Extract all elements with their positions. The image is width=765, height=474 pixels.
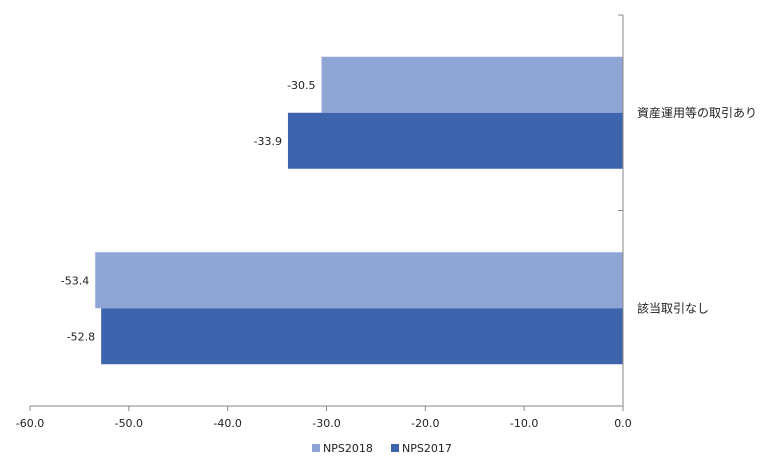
- data-label: -53.4: [61, 274, 89, 287]
- legend-label-nps2018: NPS2018: [323, 442, 373, 455]
- legend-label-nps2017: NPS2017: [402, 442, 452, 455]
- x-tick-label: -40.0: [213, 417, 241, 430]
- ticks-layer: [29, 14, 624, 411]
- bar-nps2018-0: [321, 56, 623, 113]
- x-tick-label: -20.0: [411, 417, 439, 430]
- category-label: 該当取引なし: [637, 300, 709, 315]
- bars-layer: [95, 56, 624, 365]
- x-tick-label: -30.0: [312, 417, 340, 430]
- x-tick-label: 0.0: [614, 417, 632, 430]
- legend-swatch-nps2018: [312, 444, 320, 452]
- data-label: -33.9: [253, 135, 281, 148]
- data-label: -52.8: [67, 330, 95, 343]
- bar-nps2017-1: [101, 308, 623, 365]
- legend: NPS2018 NPS2017: [312, 442, 452, 455]
- category-label: 資産運用等の取引あり: [637, 105, 757, 120]
- data-label: -30.5: [287, 79, 315, 92]
- legend-swatch-nps2017: [391, 444, 399, 452]
- bar-nps2017-0: [287, 112, 623, 169]
- x-tick-label: -50.0: [115, 417, 143, 430]
- labels-layer: -60.0 -50.0 -40.0 -30.0 -20.0 -10.0 0.0 -30.5 -3…: [16, 79, 757, 430]
- x-tick-label: -60.0: [16, 417, 44, 430]
- bar-nps2018-1: [95, 252, 624, 309]
- x-tick-label: -10.0: [510, 417, 538, 430]
